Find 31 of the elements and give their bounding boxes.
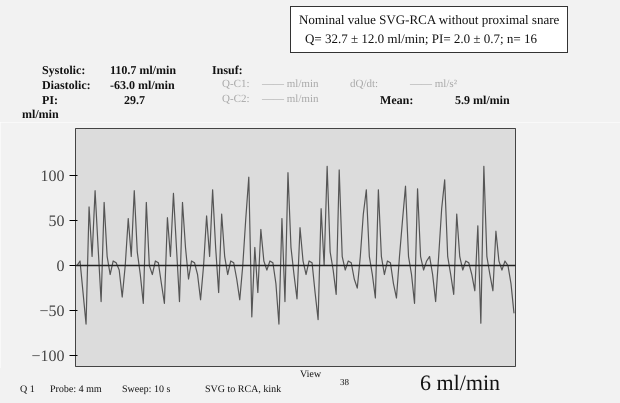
y-tick-label: −100 [31,348,65,366]
text: 5.9 ml/min [455,93,510,107]
text: —— ml/s² [410,78,457,90]
text: Systolic: [42,63,86,77]
text: 38 [340,377,349,387]
text: -63.0 ml/min [110,78,175,92]
text: Probe: 4 mm [50,384,102,395]
chart-title: Nominal value SVG-RCA without proximal snare [299,12,560,27]
text: Mean: [380,93,414,107]
text: View [300,369,322,380]
text: —— ml/min [262,93,319,105]
text: —— ml/min [262,78,319,90]
text: Sweep: 10 s [122,384,170,395]
line-series [76,166,515,325]
y-axis-title: ml/min [22,107,59,121]
text: Diastolic: [42,78,91,92]
y-tick-label: 50 [48,212,64,230]
y-tick-label: 100 [40,168,64,185]
text: PI: [42,93,58,107]
text: Q-C2: [222,93,250,105]
text: 110.7 ml/min [110,63,176,77]
text: Q 1 [20,384,35,395]
text: 6 ml/min [420,370,500,395]
chart-subtitle: Q= 32.7 ± 12.0 ml/min; PI= 2.0 ± 0.7; n= 16 [305,31,537,46]
text: SVG to RCA, kink [205,384,282,395]
text: Q-C1: [222,78,250,90]
text: Insuf: [212,63,243,77]
y-tick-label: −50 [39,303,65,320]
y-tick-label: 0 [56,258,64,276]
text: dQ/dt: [350,78,378,90]
text: 29.7 [124,93,145,107]
